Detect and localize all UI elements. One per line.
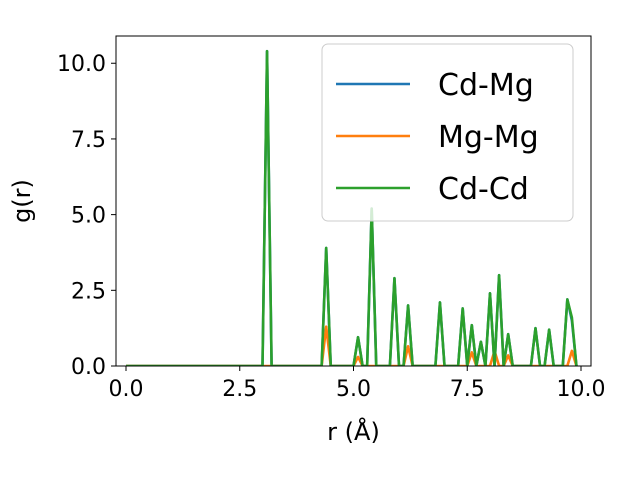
plot-area bbox=[126, 49, 578, 366]
y-tick-label: 2.5 bbox=[71, 279, 106, 304]
legend-label-cd-mg: Cd-Mg bbox=[438, 68, 534, 103]
y-tick-label: 0.0 bbox=[71, 355, 106, 380]
y-tick-label: 10.0 bbox=[57, 52, 106, 77]
series-line-mg-mg bbox=[126, 325, 578, 366]
legend-label-cd-cd: Cd-Cd bbox=[438, 172, 529, 207]
legend: Cd-Mg Mg-Mg Cd-Cd bbox=[321, 43, 574, 222]
series-line-cd-cd bbox=[126, 49, 578, 366]
legend-label-mg-mg: Mg-Mg bbox=[438, 120, 539, 155]
y-axis-label: g(r) bbox=[8, 179, 36, 223]
x-tick-label: 10.0 bbox=[556, 377, 605, 402]
x-tick-label: 2.5 bbox=[222, 377, 257, 402]
x-axis-label: r (Å) bbox=[327, 417, 380, 446]
y-tick-label: 5.0 bbox=[71, 204, 106, 229]
legend-box bbox=[321, 43, 574, 222]
axis-ticks: 0.0 2.5 5.0 7.5 10.0 0.0 2.5 5.0 7.5 10.0 bbox=[57, 52, 605, 402]
x-tick-label: 7.5 bbox=[450, 377, 485, 402]
x-tick-label: 5.0 bbox=[336, 377, 371, 402]
y-tick-label: 7.5 bbox=[71, 128, 106, 153]
x-tick-label: 0.0 bbox=[109, 377, 144, 402]
